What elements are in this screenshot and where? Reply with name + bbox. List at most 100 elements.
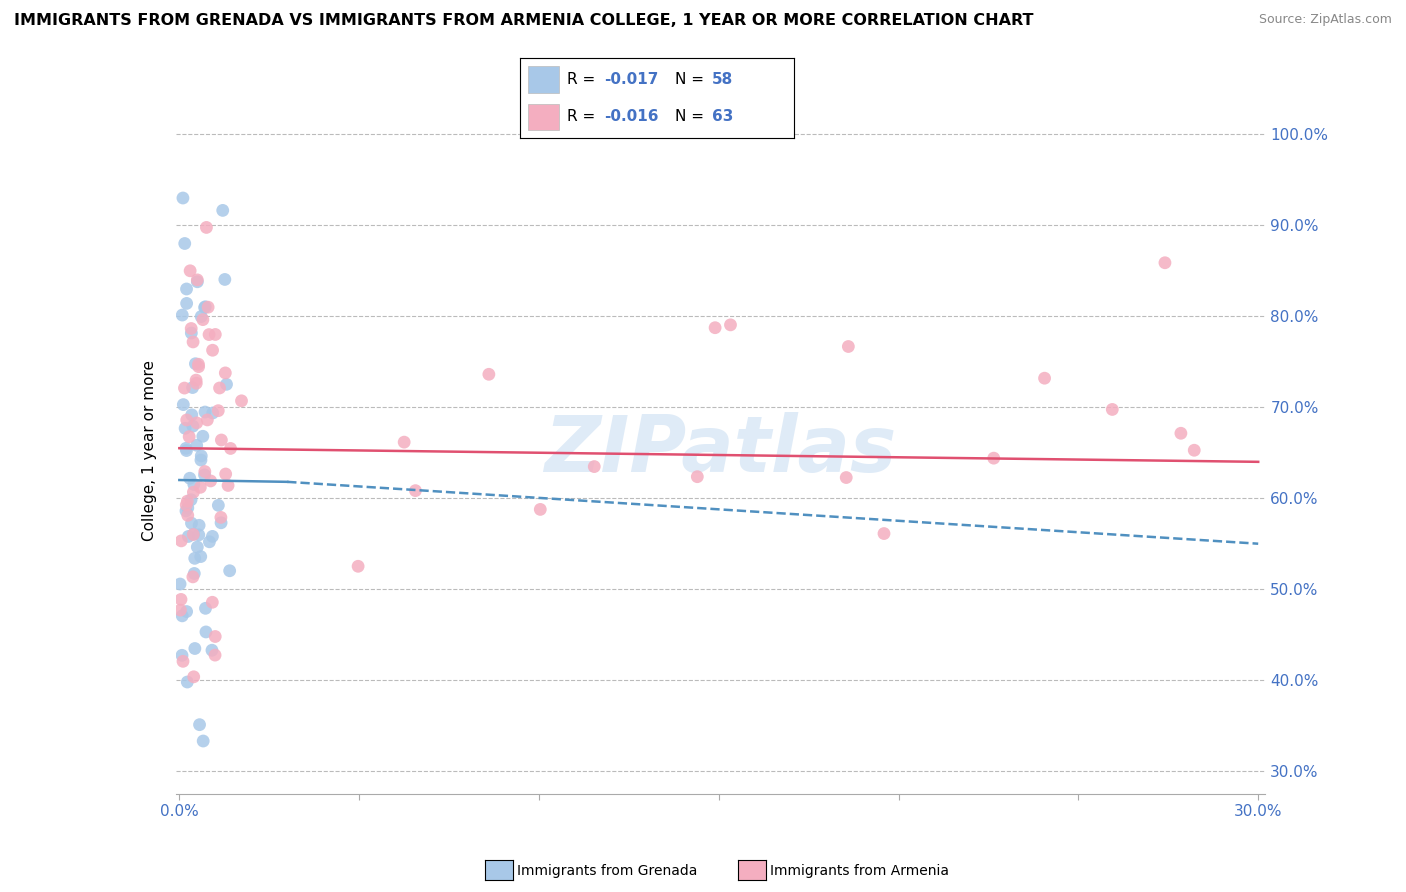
Text: N =: N = — [675, 109, 709, 124]
Point — [1101, 402, 1123, 417]
Point — [176, 413, 198, 427]
Text: 58: 58 — [711, 71, 734, 87]
Point — [219, 442, 242, 456]
Point — [183, 477, 205, 491]
Point — [720, 318, 742, 332]
Point — [704, 320, 727, 334]
Point — [176, 605, 198, 619]
Point — [181, 334, 204, 349]
Point — [174, 421, 197, 435]
Point — [686, 469, 709, 483]
Text: ZIPatlas: ZIPatlas — [544, 412, 897, 489]
Point — [179, 471, 201, 485]
Point — [209, 516, 232, 530]
Text: N =: N = — [675, 71, 709, 87]
Point — [873, 526, 896, 541]
Point — [194, 300, 217, 314]
Point — [184, 373, 207, 387]
Point — [195, 220, 218, 235]
Point — [190, 549, 212, 564]
Point — [180, 321, 202, 335]
Point — [181, 527, 204, 541]
Point — [173, 381, 195, 395]
Point — [186, 438, 208, 452]
Point — [177, 529, 200, 543]
Text: 63: 63 — [711, 109, 734, 124]
Point — [181, 419, 204, 434]
Point — [172, 654, 194, 668]
FancyBboxPatch shape — [529, 66, 558, 93]
Point — [172, 398, 194, 412]
Text: R =: R = — [567, 109, 600, 124]
Point — [170, 592, 193, 607]
Point — [207, 403, 229, 417]
Point — [180, 408, 202, 422]
FancyBboxPatch shape — [529, 103, 558, 130]
Point — [200, 474, 222, 488]
Point — [184, 551, 207, 566]
Point — [204, 648, 226, 662]
Point — [177, 508, 200, 523]
Point — [177, 500, 200, 515]
Point — [190, 453, 212, 467]
Point — [186, 540, 208, 554]
Point — [191, 429, 214, 443]
Point — [201, 529, 224, 543]
Point — [170, 533, 193, 548]
Point — [181, 570, 204, 584]
Point — [186, 376, 208, 391]
Point — [179, 264, 201, 278]
Y-axis label: College, 1 year or more: College, 1 year or more — [142, 360, 157, 541]
Point — [211, 203, 233, 218]
Point — [180, 326, 202, 340]
Point — [186, 275, 208, 289]
Point — [174, 442, 197, 456]
Point — [347, 559, 370, 574]
Text: Immigrants from Grenada: Immigrants from Grenada — [517, 863, 697, 878]
Point — [207, 499, 229, 513]
Point — [169, 577, 191, 591]
Point — [173, 236, 195, 251]
Point — [194, 624, 217, 639]
Point — [201, 343, 224, 358]
Point — [215, 377, 238, 392]
Point — [1182, 443, 1205, 458]
Point — [190, 310, 212, 324]
Point — [183, 485, 205, 500]
Point — [392, 435, 415, 450]
Point — [835, 470, 858, 484]
Point — [208, 381, 231, 395]
Point — [170, 648, 193, 663]
Point — [209, 433, 232, 447]
Point — [198, 327, 221, 342]
Point — [218, 564, 240, 578]
Point — [176, 282, 198, 296]
Point — [197, 300, 219, 314]
Point — [172, 608, 194, 623]
Point — [190, 449, 212, 463]
Point — [195, 413, 218, 427]
Point — [191, 312, 214, 326]
Point — [183, 527, 205, 541]
Point — [1033, 371, 1056, 385]
Point — [983, 451, 1005, 466]
Point — [183, 670, 205, 684]
Point — [194, 601, 217, 615]
Point — [201, 406, 224, 420]
Text: -0.017: -0.017 — [603, 71, 658, 87]
Point — [172, 308, 194, 322]
Point — [201, 643, 224, 657]
Point — [176, 443, 198, 458]
Point — [186, 416, 208, 430]
Point — [179, 430, 201, 444]
Point — [186, 273, 208, 287]
Point — [181, 380, 204, 394]
Point — [193, 734, 215, 748]
Point — [194, 465, 217, 479]
Point — [583, 459, 606, 474]
Point — [837, 339, 859, 353]
Point — [188, 480, 211, 494]
Point — [184, 641, 207, 656]
Text: Source: ZipAtlas.com: Source: ZipAtlas.com — [1258, 13, 1392, 27]
Point — [172, 191, 194, 205]
